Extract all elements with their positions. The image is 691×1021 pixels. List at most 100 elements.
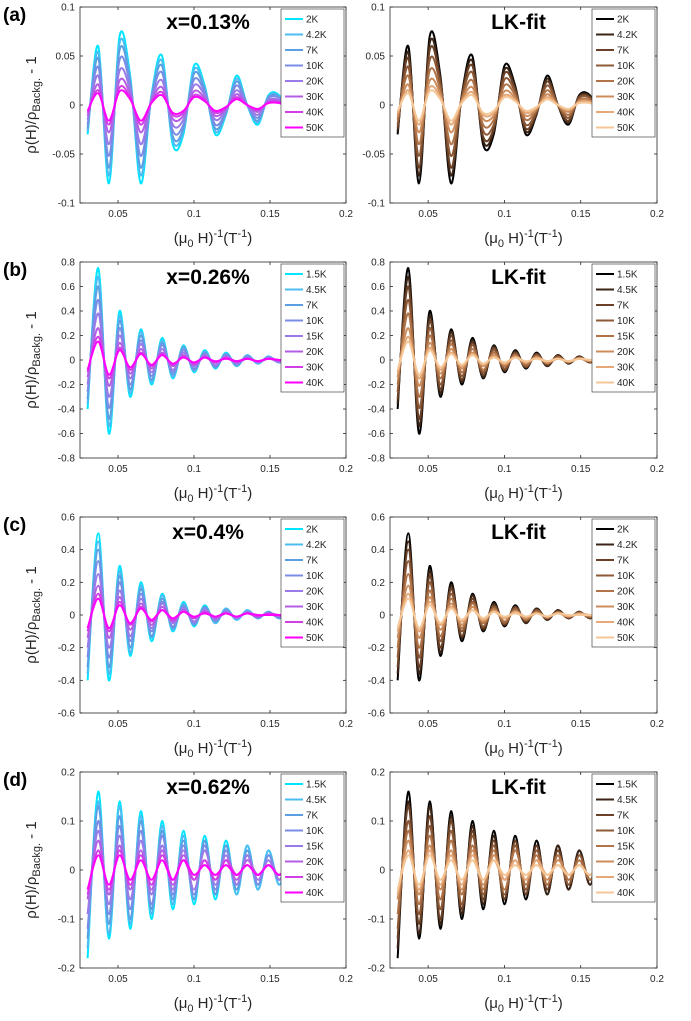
x-tick-label: 0.15	[571, 464, 591, 475]
y-tick-label: 0.4	[371, 307, 385, 318]
x-axis-label: (μ0 H)-1(T-1)	[484, 993, 563, 1015]
legend: 1.5K 4.5K 7K 10K 15K 20K 30K 40K	[591, 263, 656, 393]
x-tick-label: 0.2	[339, 464, 353, 475]
y-tick-label: 0.2	[61, 578, 75, 589]
panel-label: (c)	[3, 515, 26, 536]
label-part: - 1	[23, 311, 40, 333]
legend-label: 40K	[617, 108, 635, 119]
x-tick-label: 0.05	[108, 974, 128, 985]
x-tick-label: 0.1	[497, 974, 511, 985]
legend-label: 2K	[617, 525, 630, 536]
legend-label: 1.5K	[617, 780, 638, 791]
legend-label: 40K	[306, 378, 324, 389]
label-part: H)	[504, 230, 524, 247]
panel-label: (d)	[3, 770, 27, 791]
y-axis-label: ρ(H)/ρBackg. - 1	[23, 821, 43, 918]
y-axis-label: ρ(H)/ρBackg. - 1	[23, 566, 43, 663]
label-part: )	[247, 230, 252, 247]
y-tick-label: 0.2	[61, 331, 75, 342]
legend-label: 30K	[306, 873, 324, 884]
y-tick-label: 0.2	[371, 768, 385, 779]
legend-label: 40K	[617, 618, 635, 629]
panel: -0.1 -0.05 0 0.05 0.1 0.05 0.1 0.15 0.2 x=0.13% (a…	[3, 3, 353, 251]
label-part: -1	[524, 993, 534, 1005]
label-part: 0	[498, 748, 504, 760]
label-part: - 1	[23, 821, 40, 843]
label-part: 0	[187, 1003, 193, 1015]
label-part: 0	[187, 748, 193, 760]
label-part: -1	[548, 483, 558, 495]
y-tick-label: -0.4	[58, 676, 76, 687]
panel-title: LK-fit	[491, 776, 546, 799]
y-tick-label: -0.2	[58, 964, 76, 975]
panel: -0.8 -0.6 -0.4 -0.2 0 0.2 0.4 0.6 0.8 0.05 0.1 0.15…	[3, 258, 353, 506]
legend-label: 10K	[306, 61, 324, 72]
legend-label: 20K	[617, 587, 635, 598]
legend: 2K 4.2K 7K 10K 20K 30K 40K 50K	[280, 518, 345, 648]
label-part: H)	[194, 740, 214, 757]
panel: -0.2-0.100.10.20.05 0.1 0.15 0.2LK-fit(μ0 H…	[368, 768, 665, 1016]
label-part: H)	[504, 995, 524, 1012]
legend-label: 10K	[617, 571, 635, 582]
legend-label: 10K	[617, 316, 635, 327]
legend-label: 50K	[617, 123, 635, 134]
label-part: H)	[504, 485, 524, 502]
legend-label: 50K	[306, 123, 324, 134]
label-part: -1	[214, 483, 224, 495]
x-tick-label: 0.2	[650, 719, 664, 730]
y-tick-label: 0.4	[61, 545, 75, 556]
panel-title: x=0.4%	[172, 521, 244, 544]
panel-title: x=0.26%	[166, 266, 250, 289]
y-tick-label: -0.05	[362, 150, 385, 161]
x-tick-label: 0.2	[650, 209, 664, 220]
x-tick-label: 0.05	[418, 209, 438, 220]
y-tick-label: 0.6	[371, 513, 385, 524]
panel: -0.8 -0.6 -0.4 -0.2 0 0.2 0.4 0.6 0.8 0.05 0.1 0.15…	[368, 258, 665, 506]
label-part: (T	[223, 485, 237, 502]
legend-box	[591, 263, 656, 393]
legend-label: 15K	[617, 332, 635, 343]
legend-label: 30K	[306, 602, 324, 613]
label-part: -1	[214, 993, 224, 1005]
legend-box	[591, 518, 656, 648]
label-part: 0	[498, 1003, 504, 1015]
label-part: -1	[214, 738, 224, 750]
label-part: )	[558, 485, 563, 502]
x-tick-label: 0.15	[260, 209, 280, 220]
legend-box	[591, 773, 656, 903]
panel-title: LK-fit	[491, 521, 546, 544]
legend-label: 30K	[306, 92, 324, 103]
y-tick-label: -0.1	[58, 915, 76, 926]
legend-label: 20K	[306, 587, 324, 598]
label-part: )	[558, 740, 563, 757]
panel-label: (b)	[3, 260, 27, 281]
legend-label: 20K	[306, 347, 324, 358]
legend-box	[280, 8, 345, 138]
legend-label: 7K	[306, 811, 319, 822]
label-part: - 1	[23, 566, 40, 588]
y-tick-label: 0.2	[371, 578, 385, 589]
y-axis-label: ρ(H)/ρBackg. - 1	[23, 311, 43, 408]
label-part: (μ	[484, 995, 498, 1012]
legend-label: 7K	[306, 46, 319, 57]
label-part: -1	[548, 738, 558, 750]
legend-label: 2K	[306, 15, 319, 26]
legend-label: 7K	[617, 556, 630, 567]
y-tick-label: -0.2	[368, 380, 386, 391]
legend-label: 15K	[617, 842, 635, 853]
legend-label: 30K	[617, 363, 635, 374]
x-tick-label: 0.2	[650, 974, 664, 985]
label-part: (T	[223, 995, 237, 1012]
y-tick-label: 0	[69, 866, 75, 877]
label-part: (T	[534, 740, 548, 757]
label-part: - 1	[23, 56, 40, 78]
x-tick-label: 0.15	[571, 974, 591, 985]
label-part: )	[247, 995, 252, 1012]
label-part: (T	[534, 485, 548, 502]
label-part: -1	[524, 738, 534, 750]
x-axis-label: (μ0 H)-1(T-1)	[174, 993, 253, 1015]
panel-label: (a)	[3, 5, 26, 26]
label-part: -1	[524, 483, 534, 495]
y-tick-label: -0.2	[368, 964, 386, 975]
